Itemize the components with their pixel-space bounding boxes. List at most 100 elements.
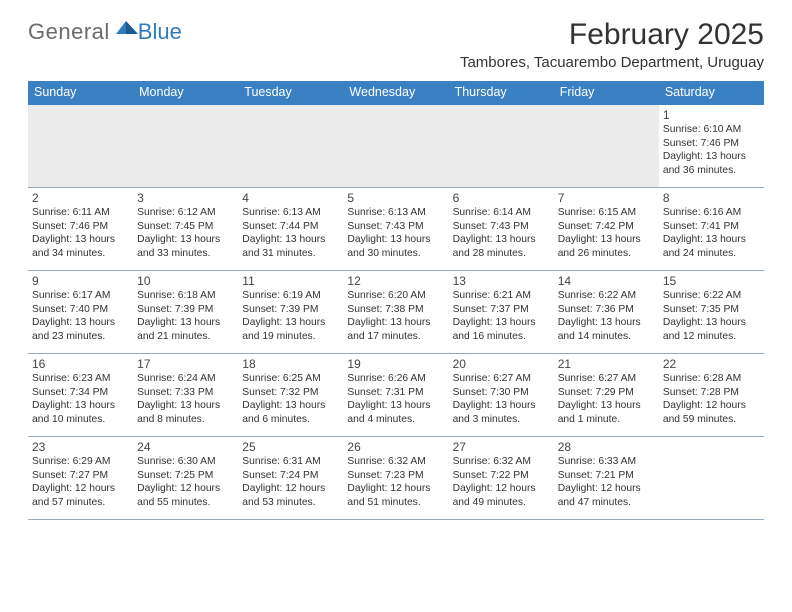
day-number: 21 [558, 357, 655, 371]
calendar-page: General Blue February 2025 Tambores, Tac… [0, 0, 792, 612]
day-empty [343, 105, 448, 187]
weekday-monday: Monday [133, 81, 238, 105]
day-number: 3 [137, 191, 234, 205]
day-cell: 19Sunrise: 6:26 AMSunset: 7:31 PMDayligh… [343, 354, 448, 436]
day-info: Sunrise: 6:15 AMSunset: 7:42 PMDaylight:… [558, 206, 655, 260]
day-number: 19 [347, 357, 444, 371]
day-number: 6 [453, 191, 550, 205]
day-number: 15 [663, 274, 760, 288]
day-cell: 25Sunrise: 6:31 AMSunset: 7:24 PMDayligh… [238, 437, 343, 519]
day-cell: 12Sunrise: 6:20 AMSunset: 7:38 PMDayligh… [343, 271, 448, 353]
day-number: 14 [558, 274, 655, 288]
weeks-container: 1Sunrise: 6:10 AMSunset: 7:46 PMDaylight… [28, 105, 764, 520]
day-number: 1 [663, 108, 760, 122]
day-cell: 5Sunrise: 6:13 AMSunset: 7:43 PMDaylight… [343, 188, 448, 270]
day-info: Sunrise: 6:10 AMSunset: 7:46 PMDaylight:… [663, 123, 760, 177]
day-cell: 22Sunrise: 6:28 AMSunset: 7:28 PMDayligh… [659, 354, 764, 436]
day-number: 8 [663, 191, 760, 205]
day-info: Sunrise: 6:27 AMSunset: 7:29 PMDaylight:… [558, 372, 655, 426]
week-row: 9Sunrise: 6:17 AMSunset: 7:40 PMDaylight… [28, 271, 764, 354]
day-info: Sunrise: 6:16 AMSunset: 7:41 PMDaylight:… [663, 206, 760, 260]
day-number: 12 [347, 274, 444, 288]
week-row: 1Sunrise: 6:10 AMSunset: 7:46 PMDaylight… [28, 105, 764, 188]
day-info: Sunrise: 6:26 AMSunset: 7:31 PMDaylight:… [347, 372, 444, 426]
day-info: Sunrise: 6:13 AMSunset: 7:43 PMDaylight:… [347, 206, 444, 260]
day-number: 20 [453, 357, 550, 371]
title-block: February 2025 Tambores, Tacuarembo Depar… [460, 18, 764, 71]
logo-text-general: General [28, 19, 110, 45]
weekday-thursday: Thursday [449, 81, 554, 105]
day-cell: 9Sunrise: 6:17 AMSunset: 7:40 PMDaylight… [28, 271, 133, 353]
day-number: 7 [558, 191, 655, 205]
weekday-saturday: Saturday [659, 81, 764, 105]
day-info: Sunrise: 6:17 AMSunset: 7:40 PMDaylight:… [32, 289, 129, 343]
weekday-sunday: Sunday [28, 81, 133, 105]
day-info: Sunrise: 6:21 AMSunset: 7:37 PMDaylight:… [453, 289, 550, 343]
day-number: 18 [242, 357, 339, 371]
day-empty [659, 437, 764, 519]
day-cell: 3Sunrise: 6:12 AMSunset: 7:45 PMDaylight… [133, 188, 238, 270]
day-number: 17 [137, 357, 234, 371]
day-number: 9 [32, 274, 129, 288]
day-cell: 8Sunrise: 6:16 AMSunset: 7:41 PMDaylight… [659, 188, 764, 270]
day-info: Sunrise: 6:22 AMSunset: 7:35 PMDaylight:… [663, 289, 760, 343]
day-cell: 6Sunrise: 6:14 AMSunset: 7:43 PMDaylight… [449, 188, 554, 270]
day-cell: 2Sunrise: 6:11 AMSunset: 7:46 PMDaylight… [28, 188, 133, 270]
location: Tambores, Tacuarembo Department, Uruguay [460, 54, 764, 71]
day-cell: 13Sunrise: 6:21 AMSunset: 7:37 PMDayligh… [449, 271, 554, 353]
day-cell: 26Sunrise: 6:32 AMSunset: 7:23 PMDayligh… [343, 437, 448, 519]
day-info: Sunrise: 6:14 AMSunset: 7:43 PMDaylight:… [453, 206, 550, 260]
day-info: Sunrise: 6:29 AMSunset: 7:27 PMDaylight:… [32, 455, 129, 509]
weekday-friday: Friday [554, 81, 659, 105]
month-title: February 2025 [460, 18, 764, 52]
day-cell: 11Sunrise: 6:19 AMSunset: 7:39 PMDayligh… [238, 271, 343, 353]
day-cell: 17Sunrise: 6:24 AMSunset: 7:33 PMDayligh… [133, 354, 238, 436]
day-cell: 16Sunrise: 6:23 AMSunset: 7:34 PMDayligh… [28, 354, 133, 436]
day-empty [449, 105, 554, 187]
day-cell: 4Sunrise: 6:13 AMSunset: 7:44 PMDaylight… [238, 188, 343, 270]
day-number: 13 [453, 274, 550, 288]
day-info: Sunrise: 6:24 AMSunset: 7:33 PMDaylight:… [137, 372, 234, 426]
weekday-header: SundayMondayTuesdayWednesdayThursdayFrid… [28, 81, 764, 105]
day-info: Sunrise: 6:22 AMSunset: 7:36 PMDaylight:… [558, 289, 655, 343]
calendar: SundayMondayTuesdayWednesdayThursdayFrid… [28, 81, 764, 520]
day-number: 11 [242, 274, 339, 288]
day-info: Sunrise: 6:27 AMSunset: 7:30 PMDaylight:… [453, 372, 550, 426]
day-info: Sunrise: 6:19 AMSunset: 7:39 PMDaylight:… [242, 289, 339, 343]
day-info: Sunrise: 6:20 AMSunset: 7:38 PMDaylight:… [347, 289, 444, 343]
day-cell: 23Sunrise: 6:29 AMSunset: 7:27 PMDayligh… [28, 437, 133, 519]
day-info: Sunrise: 6:32 AMSunset: 7:22 PMDaylight:… [453, 455, 550, 509]
week-row: 16Sunrise: 6:23 AMSunset: 7:34 PMDayligh… [28, 354, 764, 437]
day-number: 4 [242, 191, 339, 205]
day-info: Sunrise: 6:18 AMSunset: 7:39 PMDaylight:… [137, 289, 234, 343]
day-cell: 21Sunrise: 6:27 AMSunset: 7:29 PMDayligh… [554, 354, 659, 436]
weekday-wednesday: Wednesday [343, 81, 448, 105]
day-empty [554, 105, 659, 187]
day-number: 10 [137, 274, 234, 288]
week-row: 2Sunrise: 6:11 AMSunset: 7:46 PMDaylight… [28, 188, 764, 271]
day-number: 25 [242, 440, 339, 454]
logo: General Blue [28, 18, 182, 45]
day-cell: 28Sunrise: 6:33 AMSunset: 7:21 PMDayligh… [554, 437, 659, 519]
day-number: 26 [347, 440, 444, 454]
day-cell: 7Sunrise: 6:15 AMSunset: 7:42 PMDaylight… [554, 188, 659, 270]
day-info: Sunrise: 6:12 AMSunset: 7:45 PMDaylight:… [137, 206, 234, 260]
day-cell: 14Sunrise: 6:22 AMSunset: 7:36 PMDayligh… [554, 271, 659, 353]
day-cell: 15Sunrise: 6:22 AMSunset: 7:35 PMDayligh… [659, 271, 764, 353]
day-info: Sunrise: 6:23 AMSunset: 7:34 PMDaylight:… [32, 372, 129, 426]
day-info: Sunrise: 6:13 AMSunset: 7:44 PMDaylight:… [242, 206, 339, 260]
day-info: Sunrise: 6:11 AMSunset: 7:46 PMDaylight:… [32, 206, 129, 260]
day-empty [28, 105, 133, 187]
week-row: 23Sunrise: 6:29 AMSunset: 7:27 PMDayligh… [28, 437, 764, 520]
day-number: 16 [32, 357, 129, 371]
day-cell: 27Sunrise: 6:32 AMSunset: 7:22 PMDayligh… [449, 437, 554, 519]
day-empty [238, 105, 343, 187]
logo-mark-icon [116, 18, 138, 39]
day-empty [133, 105, 238, 187]
day-number: 5 [347, 191, 444, 205]
day-number: 23 [32, 440, 129, 454]
day-number: 24 [137, 440, 234, 454]
weekday-tuesday: Tuesday [238, 81, 343, 105]
day-info: Sunrise: 6:31 AMSunset: 7:24 PMDaylight:… [242, 455, 339, 509]
logo-text-blue: Blue [138, 19, 182, 45]
